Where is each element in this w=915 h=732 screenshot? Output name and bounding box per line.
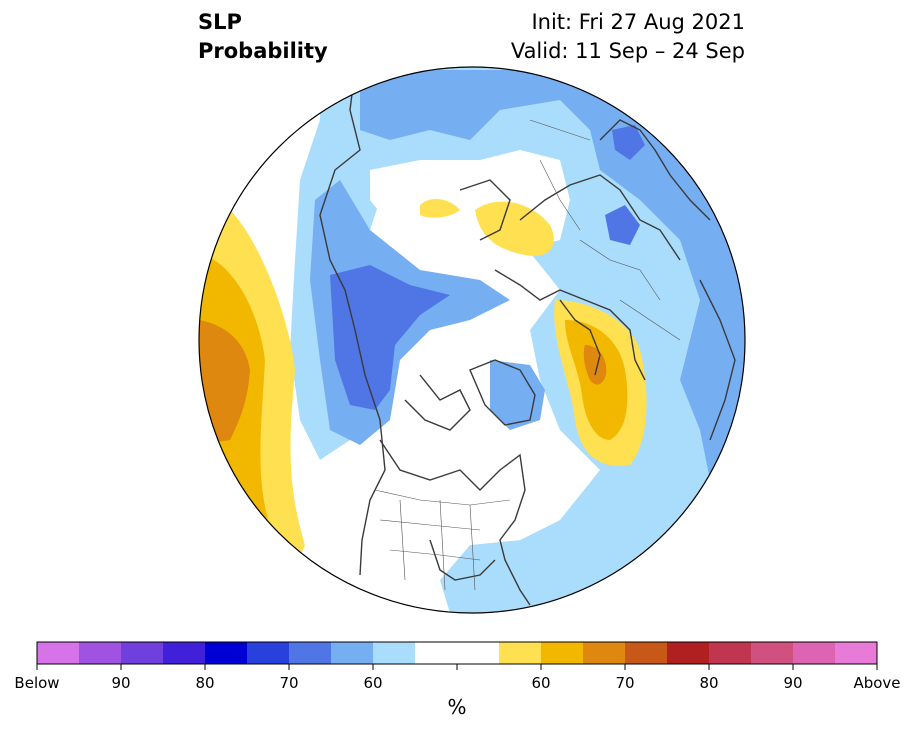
colorbar-cell [499, 642, 542, 664]
colorbar-cell [121, 642, 164, 664]
colorbar-cell [37, 642, 80, 664]
colorbar-cell [667, 642, 710, 664]
colorbar-tick-label: 60 [531, 674, 551, 692]
region-yellow-small [420, 198, 460, 218]
colorbar-cell [457, 642, 500, 664]
colorbar-ticks [36, 664, 878, 670]
map-boundary [198, 66, 746, 614]
region-neutral-canada [360, 420, 570, 600]
colorbar-cell [289, 642, 332, 664]
borders [374, 119, 681, 591]
coastlines [319, 69, 736, 606]
colorbar-cell [583, 642, 626, 664]
forecast-dates: Init: Fri 27 Aug 2021 Valid: 11 Sep – 24… [511, 8, 745, 66]
colorbar-tick-label: 90 [111, 674, 131, 692]
colorbar-tick-label: 70 [279, 674, 299, 692]
colorbar-cell [709, 642, 752, 664]
colorbar-tick-label: 80 [699, 674, 719, 692]
colorbar-tick-label: Above [853, 674, 901, 692]
colorbar-tick-label: 90 [783, 674, 803, 692]
region-yellow-siberia [475, 201, 554, 256]
region-dark-blue-asia [605, 205, 640, 245]
chart-title: SLP Probability [198, 8, 328, 66]
polar-map [198, 66, 746, 614]
colorbar-tick-label: 70 [615, 674, 635, 692]
region-dark-blue-northeast [612, 125, 645, 160]
valid-range: Valid: 11 Sep – 24 Sep [510, 39, 745, 63]
colorbar-cell [793, 642, 836, 664]
colorbar-cell [835, 642, 878, 664]
colorbar-cell [373, 642, 416, 664]
colorbar-cell [751, 642, 794, 664]
colorbar-cell [163, 642, 206, 664]
colorbar-unit: % [447, 695, 467, 719]
title-line-1: SLP [198, 10, 242, 34]
title-line-2: Probability [198, 39, 328, 63]
colorbar-cells [37, 642, 878, 664]
region-neutral-center [418, 326, 493, 395]
region-mid-blue-north [360, 70, 560, 140]
colorbar-cell [625, 642, 668, 664]
colorbar-cell [205, 642, 248, 664]
colorbar [36, 641, 878, 670]
colorbar-cell [541, 642, 584, 664]
colorbar-cell [415, 642, 458, 664]
colorbar-cell [79, 642, 122, 664]
colorbar-cell [331, 642, 374, 664]
region-dark-blue-west [330, 265, 450, 410]
init-date: Init: Fri 27 Aug 2021 [531, 10, 745, 34]
colorbar-tick-label: Below [14, 674, 60, 692]
region-darkorange-pacific [199, 320, 250, 445]
colorbar-tick-label: 60 [363, 674, 383, 692]
colorbar-cell [247, 642, 290, 664]
colorbar-tick-label: 80 [195, 674, 215, 692]
